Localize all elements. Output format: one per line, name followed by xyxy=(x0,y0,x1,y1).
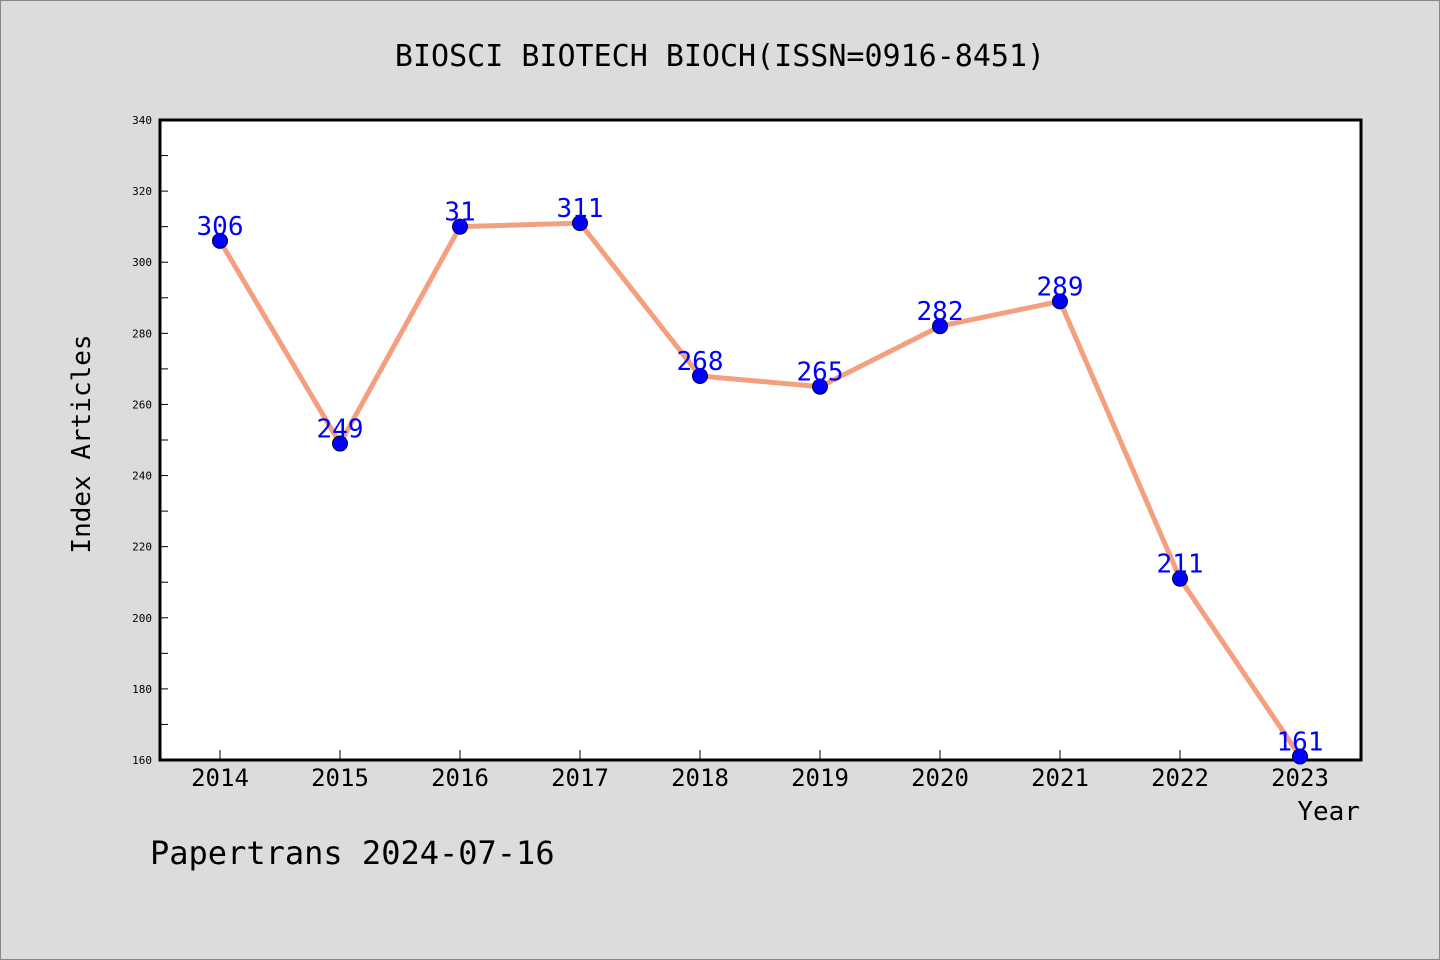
footer-text: Papertrans 2024-07-16 xyxy=(150,834,555,872)
data-label: 282 xyxy=(917,297,964,327)
x-tick-label: 2020 xyxy=(911,764,969,792)
data-label: 306 xyxy=(197,212,244,242)
chart-title: BIOSCI BIOTECH BIOCH(ISSN=0916-8451) xyxy=(395,39,1045,74)
y-tick-label: 180 xyxy=(132,683,152,696)
data-point xyxy=(332,435,348,452)
marker-layer xyxy=(212,215,1308,765)
data-label: 211 xyxy=(1157,550,1204,580)
x-tick-label: 2022 xyxy=(1151,764,1209,792)
y-tick-label: 320 xyxy=(132,185,152,198)
data-point xyxy=(812,378,828,395)
x-tick-label: 2015 xyxy=(311,764,369,792)
data-label-layer: 306 249 31 311 268 265 282 289 211 161 xyxy=(197,194,1324,757)
series-line xyxy=(217,220,1303,758)
data-point xyxy=(452,218,468,235)
data-label: 249 xyxy=(317,415,364,445)
x-tick-label: 2019 xyxy=(791,764,849,792)
data-point xyxy=(1172,570,1188,587)
data-point xyxy=(692,368,708,384)
data-point xyxy=(572,215,588,232)
data-label: 311 xyxy=(557,194,604,224)
data-label: 265 xyxy=(797,358,844,388)
y-tick-label: 200 xyxy=(132,612,152,625)
x-tick-label: 2016 xyxy=(431,764,489,792)
x-axis: 2014 2015 2016 2017 2018 2019 2020 2021 2022 2023 xyxy=(191,750,1329,792)
data-label: 31 xyxy=(444,198,475,228)
x-tick-label: 2014 xyxy=(191,764,249,792)
plot-area xyxy=(158,118,1363,762)
y-tick-label: 280 xyxy=(132,327,152,340)
data-label: 268 xyxy=(677,347,724,377)
data-label: 161 xyxy=(1277,727,1324,757)
x-tick-label: 2021 xyxy=(1031,764,1089,792)
data-point xyxy=(932,318,948,335)
x-tick-label: 2018 xyxy=(671,764,729,792)
data-label: 289 xyxy=(1037,272,1084,302)
data-point xyxy=(1292,748,1308,765)
y-tick-label: 160 xyxy=(132,754,152,767)
data-point xyxy=(212,232,228,249)
series-layer xyxy=(217,220,1303,758)
y-tick-label: 300 xyxy=(132,256,152,269)
y-axis: 160 180 200 220 240 260 280 300 320 340 xyxy=(132,114,168,767)
x-axis-label: Year xyxy=(1297,797,1360,827)
y-tick-label: 240 xyxy=(132,470,152,483)
data-point xyxy=(1052,293,1068,310)
y-tick-label: 220 xyxy=(132,541,152,554)
x-tick-label: 2017 xyxy=(551,764,609,792)
x-tick-label: 2023 xyxy=(1271,764,1329,792)
y-tick-label: 340 xyxy=(132,114,152,127)
y-axis-label: Index Articles xyxy=(67,334,97,553)
y-tick-label: 260 xyxy=(132,398,152,411)
